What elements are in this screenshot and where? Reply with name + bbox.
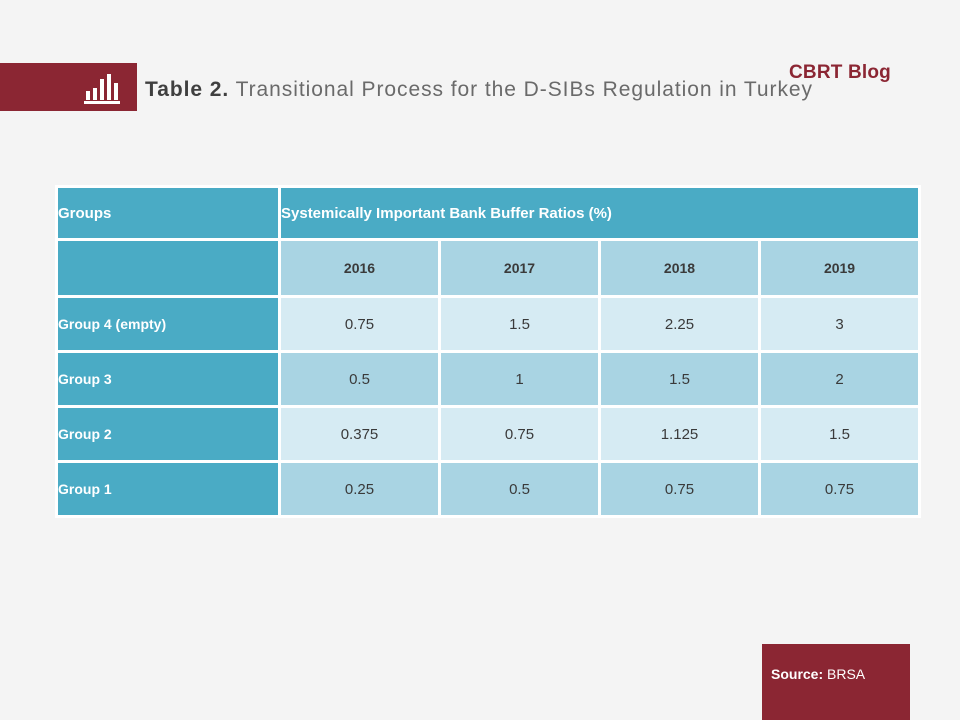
table-group-header: Systemically Important Bank Buffer Ratio…: [277, 185, 922, 241]
cell-value: 2: [757, 350, 922, 408]
cell-value: 2.25: [598, 295, 761, 353]
cell-value: 3: [757, 295, 922, 353]
table-row-group1: Group 1 0.25 0.5 0.75 0.75: [55, 460, 922, 518]
bar-chart-icon: [84, 74, 120, 104]
source-box: Source: BRSA: [762, 644, 910, 720]
column-header-groups: Groups: [55, 185, 281, 241]
cell-value: 1: [438, 350, 601, 408]
table-row-group3: Group 3 0.5 1 1.5 2: [55, 350, 922, 408]
cell-value: 0.75: [438, 405, 601, 463]
row-label: Group 4 (empty): [55, 295, 281, 353]
table-row-group4: Group 4 (empty) 0.75 1.5 2.25 3: [55, 295, 922, 353]
cell-value: 1.5: [438, 295, 601, 353]
year-header-2017: 2017: [438, 238, 601, 298]
year-header-2016: 2016: [278, 238, 441, 298]
cell-value: 0.375: [278, 405, 441, 463]
cell-value: 1.5: [598, 350, 761, 408]
cell-value: 0.25: [278, 460, 441, 518]
brand-banner: [0, 63, 137, 111]
page-title: Table 2. Transitional Process for the D-…: [145, 78, 813, 102]
year-header-row: 2016 2017 2018 2019: [55, 238, 922, 298]
cell-value: 0.75: [757, 460, 922, 518]
source-value: BRSA: [823, 666, 866, 682]
year-header-2018: 2018: [598, 238, 761, 298]
dsib-transition-table: Groups Systemically Important Bank Buffe…: [55, 185, 922, 518]
empty-corner-cell: [55, 238, 281, 298]
cell-value: 0.5: [278, 350, 441, 408]
cell-value: 1.125: [598, 405, 761, 463]
table-header-row: Groups Systemically Important Bank Buffe…: [55, 185, 922, 241]
cell-value: 0.5: [438, 460, 601, 518]
table-title-text: Transitional Process for the D-SIBs Regu…: [229, 78, 813, 101]
table-row-group2: Group 2 0.375 0.75 1.125 1.5: [55, 405, 922, 463]
source-label: Source:: [771, 666, 824, 682]
cell-value: 0.75: [598, 460, 761, 518]
row-label: Group 2: [55, 405, 281, 463]
cell-value: 1.5: [757, 405, 922, 463]
blog-label: CBRT Blog: [789, 62, 891, 83]
cell-value: 0.75: [278, 295, 441, 353]
row-label: Group 3: [55, 350, 281, 408]
table-number-label: Table 2.: [145, 78, 230, 101]
year-header-2019: 2019: [757, 238, 922, 298]
row-label: Group 1: [55, 460, 281, 518]
